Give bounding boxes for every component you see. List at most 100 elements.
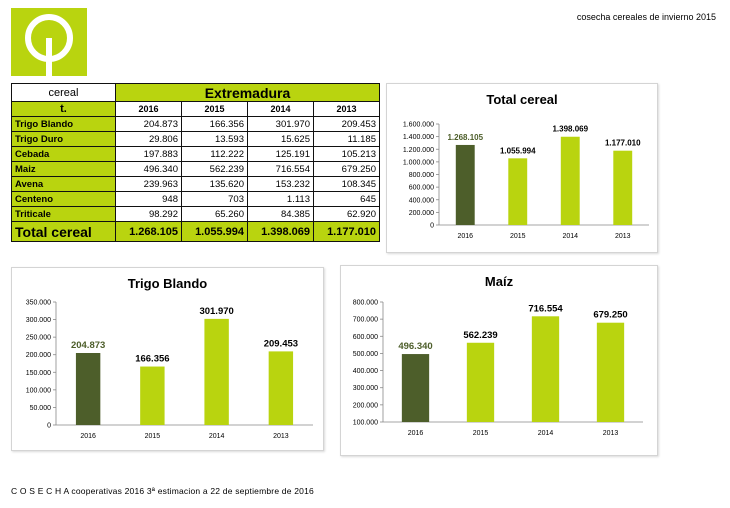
data-label: 1.398.069 xyxy=(552,125,588,134)
table-cell: 125.191 xyxy=(247,146,314,162)
row-label: Triticale xyxy=(11,206,116,222)
chart-canvas: Maíz 100.000 200.000 300.000 400.000 500.000 6… xyxy=(353,274,643,437)
table-cell: 15.625 xyxy=(247,131,314,147)
bar xyxy=(268,351,294,425)
chart-title: Total cereal xyxy=(486,92,557,107)
table-cell: 112.222 xyxy=(181,146,248,162)
table-cell: 1.113 xyxy=(247,191,314,207)
y-tick-label: 500.000 xyxy=(353,351,378,358)
year-header: 2013 xyxy=(313,101,380,117)
chart-canvas: Trigo Blando 0 50.000 100.000 150.000 200.000… xyxy=(26,276,313,440)
y-tick-label: 150.000 xyxy=(26,370,51,377)
data-label: 1.268.105 xyxy=(447,133,483,142)
table-cell: 135.620 xyxy=(181,176,248,192)
table-cell: 703 xyxy=(181,191,248,207)
y-tick-label: 0 xyxy=(430,223,434,230)
table-row: Avena 239.963 135.620 153.232 108.345 xyxy=(11,176,380,192)
table-cell: 166.356 xyxy=(181,116,248,132)
y-tick-label: 700.000 xyxy=(353,317,378,324)
data-label: 716.554 xyxy=(528,303,563,314)
data-label: 1.055.994 xyxy=(500,146,536,155)
y-tick-label: 0 xyxy=(47,423,51,430)
table-cell: 948 xyxy=(115,191,182,207)
table-cell: 716.554 xyxy=(247,161,314,177)
total-cell: 1.177.010 xyxy=(313,221,380,242)
y-tick-label: 200.000 xyxy=(353,402,378,409)
x-tick-label: 2013 xyxy=(273,433,289,440)
footer-note: C O S E C H A cooperativas 2016 3ª estim… xyxy=(11,486,314,496)
y-tick-label: 400.000 xyxy=(353,368,378,375)
data-label: 679.250 xyxy=(593,310,627,321)
year-header: 2016 xyxy=(115,101,182,117)
bar xyxy=(531,316,560,422)
x-tick-label: 2014 xyxy=(209,433,225,440)
table-row: Trigo Duro 29.806 13.593 15.625 11.185 xyxy=(11,131,380,147)
total-label: Total cereal xyxy=(11,221,116,242)
row-label: Trigo Duro xyxy=(11,131,116,147)
table-cell: 204.873 xyxy=(115,116,182,132)
bar xyxy=(455,144,475,225)
table-cell: 62.920 xyxy=(313,206,380,222)
y-tick-label: 250.000 xyxy=(26,335,51,342)
region-header: Extremadura xyxy=(115,83,380,102)
y-tick-label: 600.000 xyxy=(409,185,434,192)
year-header: 2015 xyxy=(181,101,248,117)
table-cell: 105.213 xyxy=(313,146,380,162)
logo xyxy=(11,8,87,76)
corner-label: cereal xyxy=(11,83,116,102)
y-tick-label: 200.000 xyxy=(26,352,51,359)
unit-label: t. xyxy=(11,101,116,117)
x-tick-label: 2013 xyxy=(615,233,631,240)
chart-canvas: Total cereal 0 200.000 400.000 600.000 800.00… xyxy=(403,92,649,240)
table-cell: 108.345 xyxy=(313,176,380,192)
chart-title: Maíz xyxy=(485,274,514,289)
data-label: 1.177.010 xyxy=(605,139,641,148)
data-label: 562.239 xyxy=(463,330,497,341)
table-row: Trigo Blando 204.873 166.356 301.970 209… xyxy=(11,116,380,132)
logo-mark-icon xyxy=(25,14,73,76)
x-tick-label: 2016 xyxy=(80,433,96,440)
total-row: Total cereal 1.268.105 1.055.994 1.398.0… xyxy=(11,221,380,242)
bar xyxy=(204,318,229,425)
x-tick-label: 2015 xyxy=(510,233,526,240)
total-cell: 1.268.105 xyxy=(115,221,182,242)
table-cell: 209.453 xyxy=(313,116,380,132)
data-label: 166.356 xyxy=(135,354,169,365)
table-row: Centeno 948 703 1.113 645 xyxy=(11,191,380,207)
bar xyxy=(140,366,165,425)
harvest-table: cereal Extremadura t. 2016 2015 2014 201… xyxy=(11,83,380,242)
table-cell: 84.385 xyxy=(247,206,314,222)
y-tick-label: 1.600.000 xyxy=(403,122,434,129)
table-cell: 562.239 xyxy=(181,161,248,177)
data-label: 204.873 xyxy=(71,340,105,351)
document-title: cosecha cereales de invierno 2015 xyxy=(576,12,716,22)
bar xyxy=(596,322,625,422)
total-cell: 1.398.069 xyxy=(247,221,314,242)
row-label: Centeno xyxy=(11,191,116,207)
total-cell: 1.055.994 xyxy=(181,221,248,242)
y-tick-label: 1.000.000 xyxy=(403,159,434,166)
y-tick-label: 300.000 xyxy=(353,385,378,392)
bar xyxy=(508,158,528,225)
table-cell: 645 xyxy=(313,191,380,207)
y-tick-label: 100.000 xyxy=(26,387,51,394)
x-tick-label: 2016 xyxy=(457,233,473,240)
table-row: Triticale 98.292 65.260 84.385 62.920 xyxy=(11,206,380,222)
y-tick-label: 300.000 xyxy=(26,317,51,324)
bar xyxy=(401,354,430,422)
y-tick-label: 400.000 xyxy=(409,197,434,204)
data-label: 496.340 xyxy=(398,341,432,352)
table-cell: 679.250 xyxy=(313,161,380,177)
bar xyxy=(75,353,101,425)
chart-title: Trigo Blando xyxy=(128,276,208,291)
x-tick-label: 2015 xyxy=(473,430,489,437)
table-row: Cebada 197.883 112.222 125.191 105.213 xyxy=(11,146,380,162)
x-tick-label: 2014 xyxy=(538,430,554,437)
table-cell: 496.340 xyxy=(115,161,182,177)
table-cell: 65.260 xyxy=(181,206,248,222)
table-cell: 301.970 xyxy=(247,116,314,132)
years-row: t. 2016 2015 2014 2013 xyxy=(11,101,380,117)
row-label: Cebada xyxy=(11,146,116,162)
table-cell: 98.292 xyxy=(115,206,182,222)
y-tick-label: 600.000 xyxy=(353,334,378,341)
